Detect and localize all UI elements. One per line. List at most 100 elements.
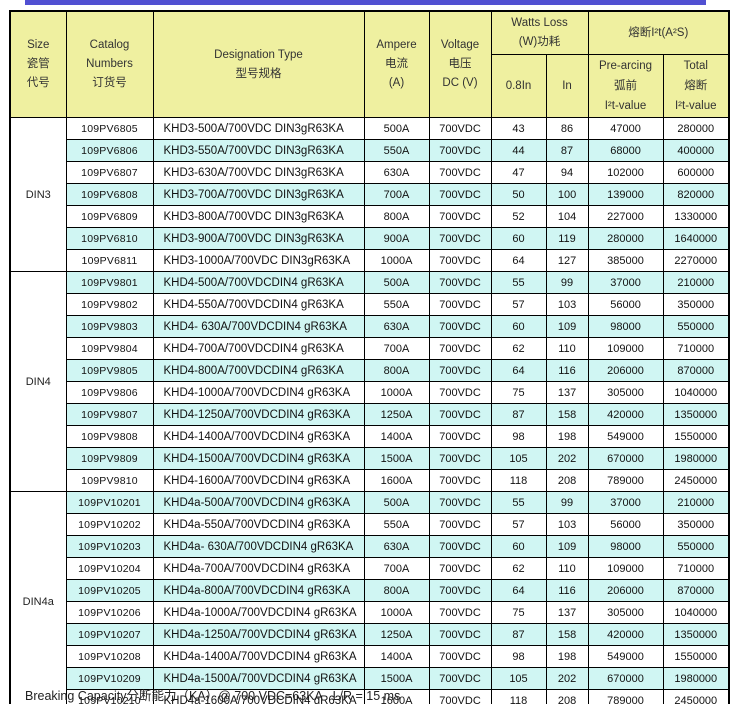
table-row: 109PV6810 KHD3-900A/700VDC DIN3gR63KA 90…	[10, 227, 730, 250]
prearcing-i2t-cell: 227000	[587, 205, 664, 228]
prearcing-i2t-cell: 56000	[587, 513, 664, 536]
total-i2t-cell: 550000	[662, 535, 730, 558]
voltage-cell: 700VDC	[428, 403, 492, 426]
watts-in-cell: 137	[545, 601, 589, 624]
catalog-number-cell: 109PV9805	[65, 359, 154, 382]
header-size: Size 瓷管 代号	[9, 10, 67, 118]
total-i2t-cell: 1550000	[662, 645, 730, 668]
table-row: 109PV9808 KHD4-1400A/700VDCDIN4 gR63KA 1…	[10, 425, 730, 448]
size-group-label: DIN4a	[9, 491, 67, 704]
ampere-cell: 500A	[363, 117, 430, 140]
table-body: DIN3 109PV6805 KHD3-500A/700VDC DIN3gR63K…	[9, 117, 730, 704]
voltage-cell: 700VDC	[428, 557, 492, 580]
catalog-number-cell: 109PV9802	[65, 293, 154, 316]
header-designation: Designation Type 型号规格	[152, 10, 365, 118]
ampere-cell: 1500A	[363, 667, 430, 690]
designation-cell: KHD4a-700A/700VDCDIN4 gR63KA	[152, 557, 365, 580]
prearcing-i2t-cell: 789000	[587, 469, 664, 492]
header-watts-loss-group: Watts Loss (W)功耗	[490, 10, 589, 55]
total-i2t-cell: 350000	[662, 513, 730, 536]
watts-in-cell: 86	[545, 117, 589, 140]
watts-in-cell: 104	[545, 205, 589, 228]
watts-in-cell: 109	[545, 315, 589, 338]
watts-08in-cell: 105	[490, 667, 547, 690]
table-row: DIN4 109PV9801 KHD4-500A/700VDCDIN4 gR63K…	[9, 271, 730, 492]
watts-in-cell: 202	[545, 667, 589, 690]
table-row: 109PV10206 KHD4a-1000A/700VDCDIN4 gR63KA…	[10, 601, 730, 624]
prearcing-i2t-cell: 98000	[587, 535, 664, 558]
table-row: 109PV9806 KHD4-1000A/700VDCDIN4 gR63KA 1…	[10, 381, 730, 404]
ampere-cell: 800A	[363, 579, 430, 602]
designation-cell: KHD4-700A/700VDCDIN4 gR63KA	[152, 337, 365, 360]
designation-cell: KHD4a-1250A/700VDCDIN4 gR63KA	[152, 623, 365, 646]
total-i2t-cell: 350000	[662, 293, 730, 316]
ampere-cell: 1400A	[363, 425, 430, 448]
watts-in-cell: 99	[545, 491, 589, 514]
voltage-cell: 700VDC	[428, 227, 492, 250]
watts-08in-cell: 60	[490, 535, 547, 558]
designation-cell: KHD4-550A/700VDCDIN4 gR63KA	[152, 293, 365, 316]
voltage-cell: 700VDC	[428, 293, 492, 316]
watts-in-cell: 110	[545, 337, 589, 360]
catalog-number-cell: 109PV6811	[65, 249, 154, 272]
watts-08in-cell: 87	[490, 623, 547, 646]
prearcing-i2t-cell: 102000	[587, 161, 664, 184]
catalog-number-cell: 109PV6809	[65, 205, 154, 228]
table-row: DIN3 109PV6805 KHD3-500A/700VDC DIN3gR63K…	[9, 117, 730, 272]
table-row: 109PV10208 KHD4a-1400A/700VDCDIN4 gR63KA…	[10, 645, 730, 668]
catalog-number-cell: 109PV10210	[65, 689, 154, 704]
watts-in-cell: 87	[545, 139, 589, 162]
watts-08in-cell: 75	[490, 381, 547, 404]
designation-cell: KHD4a-550A/700VDCDIN4 gR63KA	[152, 513, 365, 536]
voltage-cell: 700VDC	[428, 579, 492, 602]
catalog-number-cell: 109PV9804	[65, 337, 154, 360]
watts-in-cell: 116	[545, 579, 589, 602]
designation-cell: KHD4-800A/700VDCDIN4 gR63KA	[152, 359, 365, 382]
ampere-cell: 1400A	[363, 645, 430, 668]
catalog-number-cell: 109PV10205	[65, 579, 154, 602]
ampere-cell: 1600A	[363, 469, 430, 492]
watts-08in-cell: 105	[490, 447, 547, 470]
ampere-cell: 700A	[363, 337, 430, 360]
total-i2t-cell: 1980000	[662, 667, 730, 690]
watts-in-cell: 103	[545, 513, 589, 536]
total-i2t-cell: 710000	[662, 557, 730, 580]
watts-08in-cell: 62	[490, 557, 547, 580]
ampere-cell: 1000A	[363, 601, 430, 624]
table-row: 109PV6807 KHD3-630A/700VDC DIN3gR63KA 63…	[10, 161, 730, 184]
catalog-number-cell: 109PV6810	[65, 227, 154, 250]
watts-in-cell: 198	[545, 645, 589, 668]
catalog-number-cell: 109PV10201	[65, 491, 154, 514]
voltage-cell: 700VDC	[428, 601, 492, 624]
designation-cell: KHD4a-800A/700VDCDIN4 gR63KA	[152, 579, 365, 602]
catalog-number-cell: 109PV10208	[65, 645, 154, 668]
ampere-cell: 630A	[363, 161, 430, 184]
catalog-number-cell: 109PV9801	[65, 271, 154, 294]
catalog-number-cell: 109PV9808	[65, 425, 154, 448]
table-row: 109PV6808 KHD3-700A/700VDC DIN3gR63KA 70…	[10, 183, 730, 206]
watts-08in-cell: 57	[490, 293, 547, 316]
voltage-cell: 700VDC	[428, 139, 492, 162]
breaking-capacity-note: Breaking Capacity分断能力（KA）@ 700 VDC=63KA …	[25, 689, 401, 703]
table-row: 109PV10202 KHD4a-550A/700VDCDIN4 gR63KA …	[10, 513, 730, 536]
watts-in-cell: 137	[545, 381, 589, 404]
header-ampere: Ampere 电流 (A)	[363, 10, 430, 118]
designation-cell: KHD4- 630A/700VDCDIN4 gR63KA	[152, 315, 365, 338]
voltage-cell: 700VDC	[428, 447, 492, 470]
table-row: 109PV10209 KHD4a-1500A/700VDCDIN4 gR63KA…	[10, 667, 730, 690]
prearcing-i2t-cell: 280000	[587, 227, 664, 250]
total-i2t-cell: 2450000	[662, 689, 730, 704]
ampere-cell: 800A	[363, 205, 430, 228]
voltage-cell: 700VDC	[428, 117, 492, 140]
catalog-number-cell: 109PV6808	[65, 183, 154, 206]
designation-cell: KHD3-800A/700VDC DIN3gR63KA	[152, 205, 365, 228]
ampere-cell: 1600A	[363, 689, 430, 704]
table-row: 109PV9807 KHD4-1250A/700VDCDIN4 gR63KA 1…	[10, 403, 730, 426]
designation-cell: KHD4-1250A/700VDCDIN4 gR63KA	[152, 403, 365, 426]
watts-08in-cell: 44	[490, 139, 547, 162]
watts-08in-cell: 87	[490, 403, 547, 426]
designation-cell: KHD4a-1600A/700VDCDIN4 gR63KA	[152, 689, 365, 704]
total-i2t-cell: 1640000	[662, 227, 730, 250]
total-i2t-cell: 400000	[662, 139, 730, 162]
table-row: 109PV9803 KHD4- 630A/700VDCDIN4 gR63KA 6…	[10, 315, 730, 338]
